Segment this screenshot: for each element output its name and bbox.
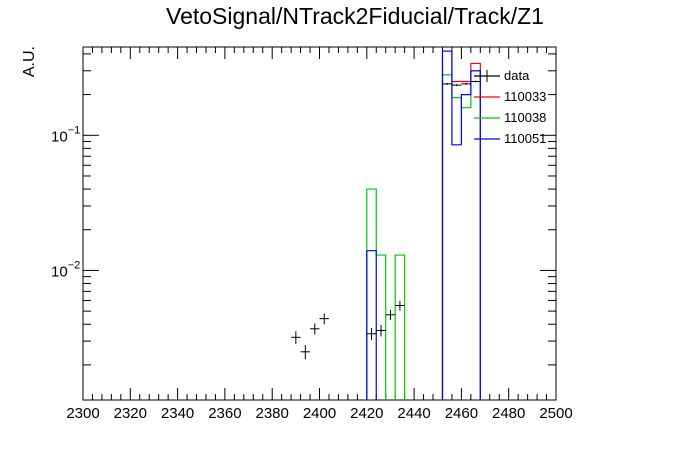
data-point [310,323,320,335]
data-point [470,80,481,83]
data-point [395,300,405,311]
data-point [366,328,377,341]
x-tick-label: 2340 [161,405,194,422]
x-tick-label: 2440 [397,405,430,422]
data-point [300,345,311,360]
histogram-bin-group [394,254,406,400]
y-axis-label: A.U. [21,46,38,77]
legend-entry-110033: 110033 [474,89,546,104]
y-tick-label-base: 10 [51,263,68,280]
histogram-bin-group [366,250,377,400]
histogram-110051 [366,50,481,400]
data-point [376,324,386,337]
y-tick-label-exponent: −1 [68,124,81,136]
plot-frame [82,46,557,401]
y-tick-label: 10−2 [51,259,80,280]
legend-entry-data: data [474,68,530,83]
legend-entry-110038: 110038 [474,110,546,125]
y-tick-label-exponent: −2 [68,259,81,271]
x-tick-label: 2400 [303,405,336,422]
legend-label: 110051 [504,131,546,146]
legend-entry-110051: 110051 [474,131,546,146]
legend-label: 110038 [504,110,546,125]
histogram-series [366,50,481,400]
data-point [442,82,452,85]
y-tick-label-base: 10 [51,128,68,145]
x-tick-label: 2380 [256,405,289,422]
data-point [385,309,396,320]
x-tick-label: 2300 [66,405,99,422]
data-point [319,313,329,325]
chart-title: VetoSignal/NTrack2Fiducial/Track/Z1 [166,3,544,29]
histogram-bin-group [441,50,481,400]
x-tick-label: 2480 [492,405,525,422]
legend: data 110033 110038 110051 [474,68,546,146]
x-tick-label: 2460 [445,405,478,422]
data-point [451,84,462,87]
x-tick-label: 2500 [539,405,572,422]
data-point [291,331,301,345]
legend-label: data [504,68,530,83]
y-tick-label: 10−1 [51,124,80,145]
x-tick-label: 2360 [208,405,241,422]
histogram-110038 [366,70,481,400]
histogram-bin-group [366,188,387,400]
x-tick-label: 2420 [350,405,383,422]
data-point [461,82,471,85]
x-tick-label: 2320 [114,405,147,422]
data-points [291,80,481,360]
legend-label: 110033 [504,89,546,104]
axis-ticks: 2300 2320 2340 2360 2380 2400 2420 2440 2460 2480… [51,47,573,422]
